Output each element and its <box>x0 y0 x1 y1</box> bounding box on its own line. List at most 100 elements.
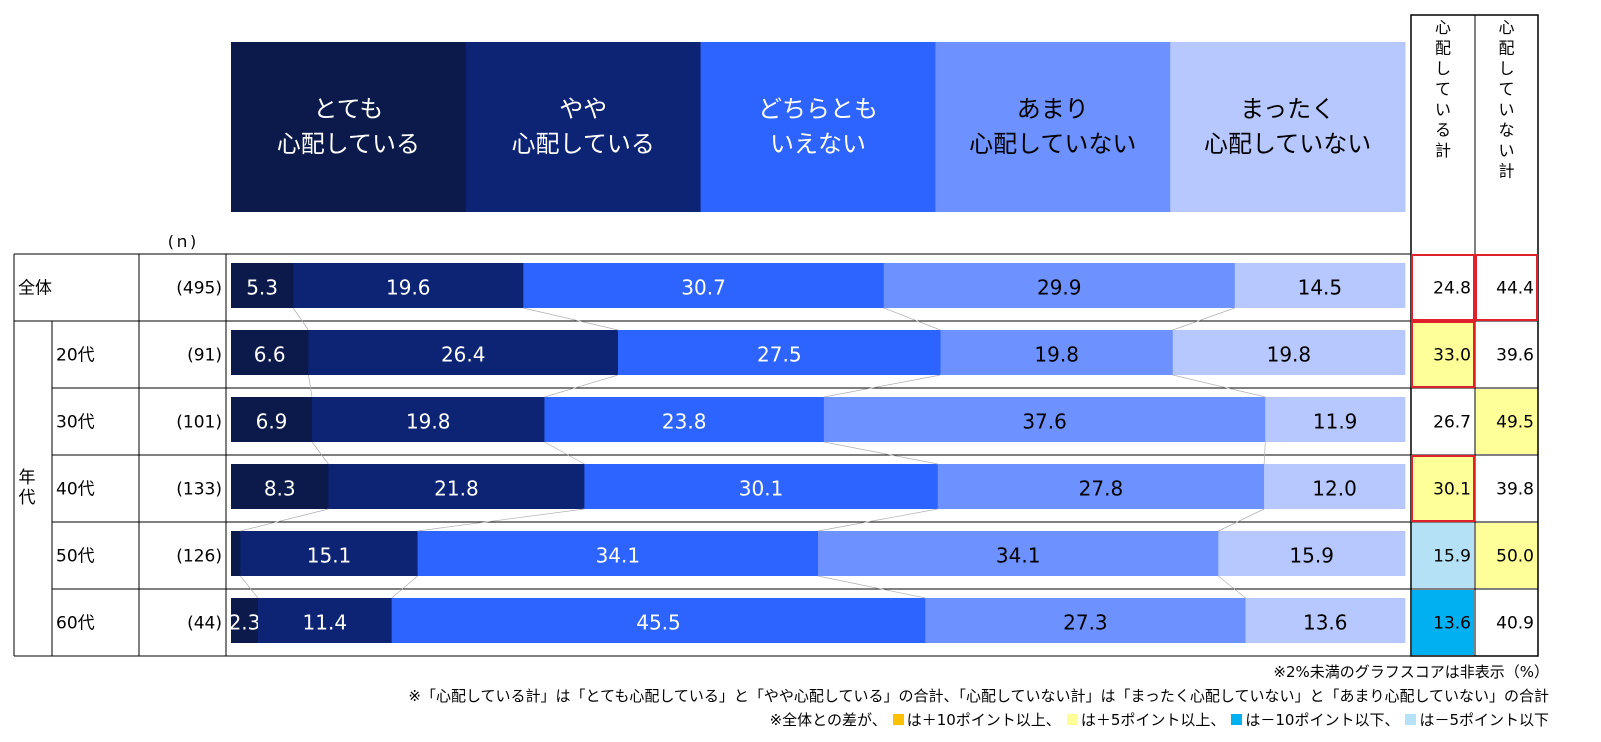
bar-segment <box>883 263 1236 308</box>
noworry-total-value: 50.0 <box>1496 547 1534 567</box>
bar-connector-line <box>1218 508 1265 532</box>
worry-total-value: 13.6 <box>1433 614 1471 634</box>
bar-value-label: 30.1 <box>739 477 784 501</box>
bar-value-label: 29.9 <box>1037 276 1082 300</box>
group-label: 年代 <box>19 468 36 508</box>
worry-total-value: 26.7 <box>1433 413 1471 433</box>
worry-total-header: 心配している計 <box>1435 18 1451 160</box>
noworry-total-outline <box>1475 254 1538 321</box>
row-label: 40代 <box>56 480 95 500</box>
bar-segment <box>618 330 941 375</box>
bar-segment <box>231 263 294 308</box>
row-n: (133) <box>176 480 222 500</box>
row-label: 全体 <box>18 279 52 299</box>
bar-segment <box>231 330 309 375</box>
bar-segment <box>937 464 1265 509</box>
legend-swatch-plus10 <box>892 714 904 725</box>
worry-total-outline <box>1411 254 1475 321</box>
bar-segment <box>523 263 885 308</box>
bar-value-label: 5.3 <box>246 276 278 300</box>
note-total-definition: ※「心配している計」は「とても心配している」と「やや心配している」の合計、「心配… <box>408 687 1549 705</box>
bar-connector-line <box>1172 307 1235 331</box>
bar-segment <box>544 397 825 442</box>
row-n: (101) <box>176 413 222 433</box>
bar-segment <box>818 531 1219 576</box>
bar-connector-line <box>311 441 329 465</box>
legend-text-minus10: は－10ポイント以下、 <box>1245 711 1400 729</box>
bar-segment <box>1245 598 1406 643</box>
row-label: 60代 <box>56 614 95 634</box>
header-label-5: まったく心配していない <box>1204 95 1371 158</box>
bar-segment <box>308 330 619 375</box>
bar-value-label: 13.6 <box>1303 611 1348 635</box>
note-hidden-scores: ※2%未満のグラフスコアは非表示（%） <box>1273 663 1549 681</box>
noworry-total-value: 49.5 <box>1496 413 1534 433</box>
row-label: 50代 <box>56 547 95 567</box>
bar-connector-line <box>544 441 585 465</box>
bar-value-label: 19.8 <box>1034 343 1079 367</box>
legend-text-minus5: は－5ポイント以下 <box>1419 711 1549 729</box>
bar-value-label: 19.8 <box>1267 343 1312 367</box>
legend-swatch-minus10 <box>1231 714 1243 725</box>
bar-value-label: 26.4 <box>441 343 486 367</box>
bar-connector-line <box>823 441 938 465</box>
bar-connector-line <box>523 307 619 331</box>
noworry-total-value: 39.8 <box>1496 480 1534 500</box>
bar-connector-line <box>1218 575 1246 599</box>
bar-value-label: 11.9 <box>1313 410 1358 434</box>
noworry-total-value: 40.9 <box>1496 614 1534 634</box>
legend-text-plus10: は＋10ポイント以上、 <box>906 711 1061 729</box>
bar-value-label: 45.5 <box>636 611 681 635</box>
header-label-1: とても心配している <box>277 95 420 158</box>
bar-value-label: 19.8 <box>406 410 451 434</box>
bar-segment <box>1172 330 1406 375</box>
bar-value-label: 8.3 <box>264 477 296 501</box>
bar-value-label: 11.4 <box>303 611 348 635</box>
bar-connector-line <box>308 374 313 398</box>
bar-value-label: 27.8 <box>1079 477 1124 501</box>
worry-total-outline <box>1411 455 1475 522</box>
note-legend-prefix: ※全体との差が、 <box>769 711 887 729</box>
bar-segment <box>231 464 329 509</box>
row-label: 30代 <box>56 413 95 433</box>
worry-total-value: 24.8 <box>1433 279 1471 299</box>
worry-total-value: 15.9 <box>1433 547 1471 567</box>
bar-connector-line <box>823 374 941 398</box>
bar-segment <box>417 531 819 576</box>
row-n: (91) <box>187 346 222 366</box>
bar-segment <box>257 598 392 643</box>
header-label-3: どちらともいえない <box>758 95 878 158</box>
bar-connector-line <box>240 508 329 532</box>
header-block-1 <box>231 42 467 212</box>
legend-swatch-minus5 <box>1405 714 1417 725</box>
row-n: (126) <box>176 547 222 567</box>
bar-value-label: 37.6 <box>1022 410 1067 434</box>
worry-total-highlight <box>1412 590 1474 655</box>
worry-total-highlight <box>1412 523 1474 588</box>
bar-value-label: 34.1 <box>596 544 641 568</box>
bar-value-label: 21.8 <box>434 477 479 501</box>
note-difference-legend: ※全体との差が、 は＋10ポイント以上、 は＋5ポイント以上、 は－10ポイント以下、… <box>770 709 1549 730</box>
bar-segment <box>1234 263 1406 308</box>
bar-value-label: 14.5 <box>1298 276 1343 300</box>
noworry-total-highlight <box>1476 523 1537 588</box>
bar-segment <box>925 598 1246 643</box>
bar-connector-line <box>817 575 926 599</box>
bar-segment <box>1218 531 1406 576</box>
bar-value-label: 6.9 <box>256 410 288 434</box>
legend-swatch-plus5 <box>1066 714 1078 725</box>
bar-segment <box>391 598 926 643</box>
bar-segment <box>940 330 1174 375</box>
noworry-total-value: 44.4 <box>1496 279 1534 299</box>
bar-value-label: 15.9 <box>1289 544 1334 568</box>
header-block-4 <box>935 42 1171 212</box>
worry-total-highlight <box>1412 322 1474 387</box>
bar-connector-line <box>544 374 619 398</box>
bar-connector-line <box>391 575 418 599</box>
row-n: (44) <box>187 614 222 634</box>
bar-segment <box>584 464 939 509</box>
bar-segment <box>231 531 241 576</box>
bar-connector-line <box>1263 441 1266 465</box>
bar-value-label: 2.3 <box>229 611 261 635</box>
